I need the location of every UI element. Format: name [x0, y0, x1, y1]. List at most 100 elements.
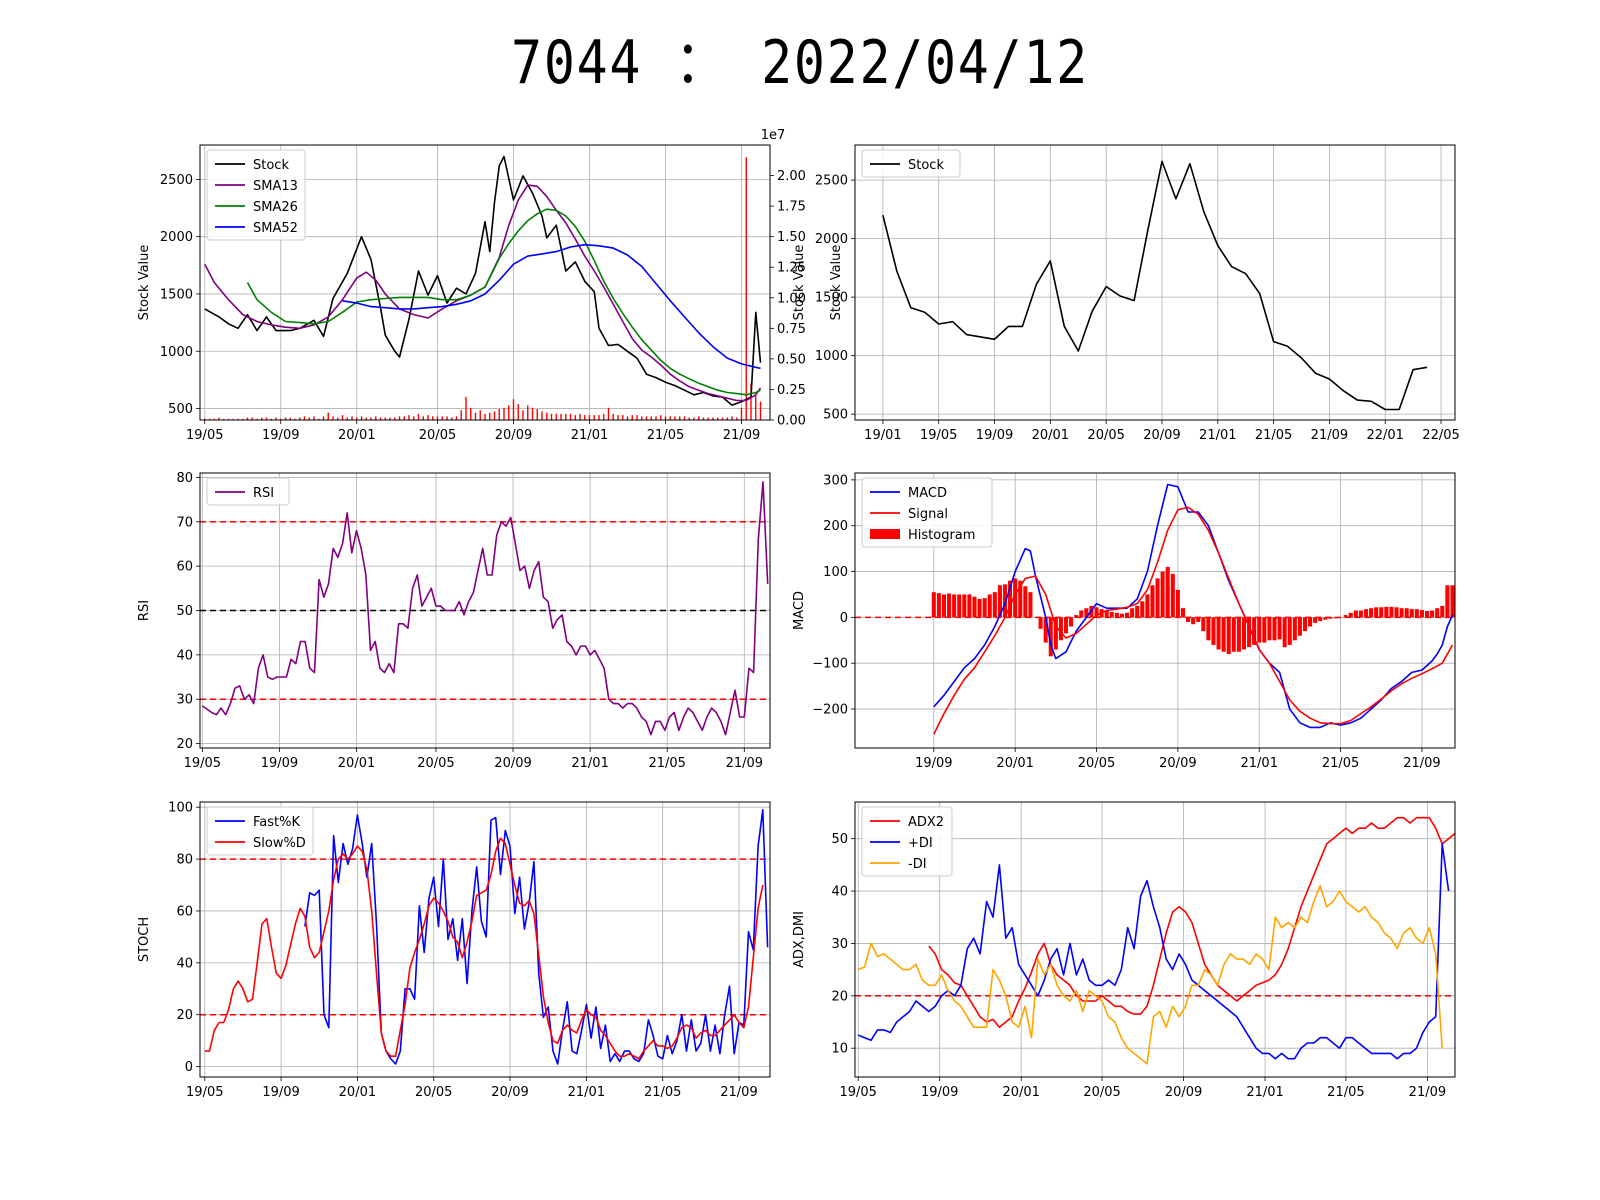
plot-area — [200, 809, 770, 1065]
volume-bar — [470, 407, 472, 420]
histogram-bar — [1435, 608, 1440, 618]
x-tick-label: 19/05 — [920, 428, 957, 443]
histogram-bar — [1023, 586, 1028, 618]
histogram-bar — [1069, 617, 1074, 627]
x-tick-label: 20/09 — [491, 1085, 528, 1100]
histogram-bar — [1257, 617, 1262, 643]
legend: Stock — [861, 149, 961, 178]
legend: RSI — [206, 477, 290, 506]
volume-bar — [574, 415, 576, 420]
histogram-bar — [1323, 617, 1328, 620]
x-tick-label: 20/09 — [1165, 1085, 1202, 1100]
y-tick-label: −200 — [812, 703, 848, 718]
x-tick-label: 21/01 — [1241, 756, 1278, 771]
chart-p5: 0 20 40 60 80 100 19/05 19/09 20/01 20/05 20/09 21/… — [137, 801, 771, 1100]
y-tick-label: 500 — [168, 402, 193, 417]
y-tick-label: 20 — [176, 737, 193, 752]
volume-bar — [655, 416, 657, 420]
volume-bar — [726, 417, 728, 420]
volume-bar — [536, 409, 538, 420]
volume-bar — [398, 416, 401, 420]
volume-bar — [227, 418, 230, 420]
y2-tick-label: 1.75 — [777, 200, 806, 215]
histogram-bar — [1369, 608, 1374, 618]
volume-bar — [303, 416, 306, 420]
histogram-bar — [936, 593, 941, 618]
y-tick-label: 30 — [176, 693, 193, 708]
y2-tick-label: 2.00 — [777, 169, 806, 184]
volume-bar — [555, 413, 557, 420]
volume-bar — [246, 417, 249, 420]
volume-bar — [256, 418, 258, 420]
legend-swatch — [870, 529, 900, 539]
volume-bar — [403, 416, 405, 420]
volume-bar — [242, 418, 244, 420]
legend-label: Slow%D — [253, 836, 306, 851]
volume-bar — [660, 415, 662, 420]
volume-bar — [588, 415, 591, 420]
volume-bar — [731, 416, 733, 420]
axes-frame — [199, 144, 771, 421]
volume-bar — [432, 416, 434, 420]
x-tick-label: 21/01 — [1246, 1085, 1283, 1100]
volume-bar — [223, 418, 225, 420]
y-axis-label: RSI — [137, 600, 152, 621]
x-tick-label: 20/05 — [1087, 428, 1124, 443]
x-tick-label: 20/05 — [419, 428, 456, 443]
volume-bar — [284, 417, 287, 420]
x-tick-label: 19/09 — [915, 756, 952, 771]
histogram-bar — [1125, 612, 1130, 618]
x-tick-label: 21/09 — [720, 1085, 757, 1100]
volume-bar — [531, 407, 534, 420]
volume-bar — [408, 415, 410, 420]
histogram-bar — [1308, 617, 1313, 627]
volume-bar — [712, 417, 714, 420]
histogram-bar — [1180, 608, 1185, 618]
page-title: 7044 ： 2022/04/12 — [511, 28, 1089, 98]
axes-frame — [854, 472, 1456, 749]
histogram-bar — [1389, 606, 1394, 618]
x-tick-label: 19/09 — [976, 428, 1013, 443]
x-tick-label: 21/01 — [1199, 428, 1236, 443]
histogram-bar — [1394, 607, 1399, 618]
x-tick-label: 22/05 — [1422, 428, 1459, 443]
y-tick-label: 100 — [823, 565, 848, 580]
histogram-bar — [1226, 617, 1231, 655]
volume-bar — [664, 416, 667, 420]
x-tick-label: 19/09 — [262, 428, 299, 443]
x-tick-label: 21/09 — [1311, 428, 1348, 443]
volume-bar — [598, 415, 600, 420]
legend-label: Histogram — [908, 528, 975, 543]
volume-bar — [612, 413, 614, 420]
y-tick-label: 1000 — [815, 349, 848, 364]
x-tick-label: 19/05 — [839, 1085, 876, 1100]
legend: ADX2 +DI -DI — [861, 806, 953, 877]
histogram-bar — [1221, 617, 1226, 652]
histogram-bar — [1018, 580, 1023, 618]
y2-tick-label: 0.50 — [777, 352, 806, 367]
histogram-bar — [1414, 609, 1419, 618]
volume-bar — [688, 417, 690, 420]
y2-tick-label: 1.50 — [777, 230, 806, 245]
x-tick-label: 21/01 — [571, 428, 608, 443]
volume-bar — [451, 417, 453, 420]
volume-bar — [275, 417, 277, 420]
y-tick-label: 200 — [823, 519, 848, 534]
histogram-bar — [1216, 617, 1221, 650]
x-tick-label: 20/09 — [1143, 428, 1180, 443]
histogram-bar — [931, 592, 936, 618]
volume-bar — [465, 396, 467, 420]
y-axis-label: MACD — [792, 591, 807, 630]
histogram-bar — [1313, 617, 1318, 623]
volume-bar — [683, 416, 686, 420]
histogram-bar — [1445, 585, 1450, 618]
volume-bar — [322, 416, 325, 420]
volume-bar — [270, 418, 272, 420]
y-tick-label: 50 — [176, 604, 193, 619]
volume-bar — [427, 415, 429, 420]
volume-bar — [498, 409, 500, 420]
volume-bar — [413, 416, 415, 420]
x-tick-label: 21/01 — [571, 756, 608, 771]
plot-area — [855, 483, 1455, 735]
legend-label: Fast%K — [253, 815, 300, 830]
